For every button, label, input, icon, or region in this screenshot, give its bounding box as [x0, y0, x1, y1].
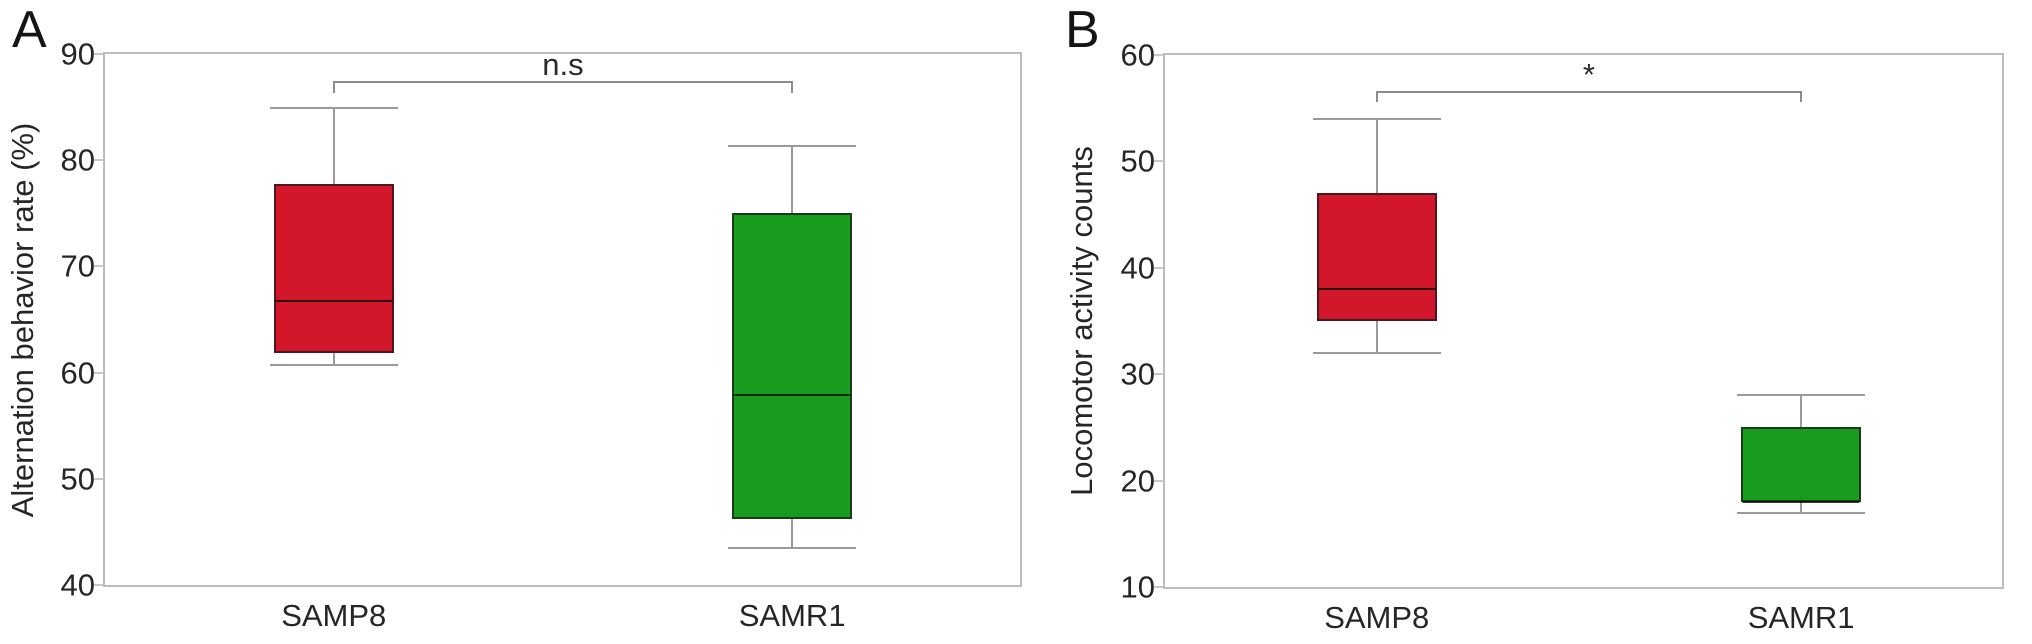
- lower-whisker: [1800, 501, 1803, 513]
- x-tick-label: SAMP8: [1324, 600, 1430, 635]
- lower-whisker-cap: [1312, 351, 1441, 354]
- upper-whisker: [1375, 118, 1378, 194]
- lower-whisker: [332, 353, 335, 366]
- upper-whisker-cap: [1312, 117, 1441, 120]
- y-tick-label: 90: [60, 36, 95, 72]
- significance-label: *: [1582, 56, 1595, 92]
- y-tick-label: 70: [60, 248, 95, 284]
- x-tick-label: SAMR1: [738, 598, 846, 633]
- lower-whisker-cap: [1737, 511, 1866, 514]
- y-tick-label: 50: [60, 461, 95, 497]
- significance-label: n.s: [542, 46, 584, 82]
- y-tick-mark: [1154, 373, 1163, 376]
- lower-whisker: [791, 519, 794, 548]
- y-axis-label-a: Alternation behavior rate (%): [5, 122, 40, 518]
- y-tick-mark: [1154, 54, 1163, 56]
- panel-letter-a: A: [12, 1, 47, 59]
- y-tick-label: 60: [60, 355, 95, 391]
- median-line: [1318, 288, 1436, 291]
- y-tick-label: 40: [60, 567, 95, 603]
- median-line: [275, 300, 393, 303]
- significance-bracket-tick: [332, 80, 335, 94]
- significance-bracket: [1376, 91, 1802, 94]
- upper-whisker: [1800, 395, 1803, 428]
- median-line: [1742, 500, 1860, 503]
- y-tick-mark: [94, 159, 103, 162]
- y-tick-mark: [94, 584, 103, 586]
- y-axis-label-b: Locomotor activity counts: [1064, 146, 1099, 496]
- median-line: [733, 393, 851, 396]
- box-samr1: [732, 213, 853, 520]
- y-tick-mark: [94, 371, 103, 374]
- plot-area-b: 60 50 40 30 20 10 SAMP8 SAMR1 *: [1121, 40, 2004, 635]
- upper-whisker: [791, 146, 794, 214]
- upper-whisker-cap: [1737, 394, 1866, 397]
- y-tick-mark: [1154, 586, 1163, 588]
- upper-whisker-cap: [269, 107, 398, 110]
- panel-letter-b: B: [1065, 1, 1100, 59]
- x-tick-label: SAMP8: [281, 598, 387, 633]
- panel-b: B Locomotor activity counts 60 50 40 30 20 10…: [1032, 0, 2032, 644]
- lower-whisker: [1375, 321, 1378, 353]
- panel-a: A Alternation behavior rate (%) 90 80 70 60…: [5, 1, 1022, 633]
- y-tick-mark: [94, 477, 103, 480]
- y-tick-mark: [1154, 160, 1163, 163]
- lower-whisker-cap: [728, 546, 857, 549]
- upper-whisker-cap: [728, 145, 857, 148]
- y-tick-mark: [1154, 479, 1163, 482]
- significance-bracket-tick: [1800, 91, 1803, 102]
- box-samr1: [1741, 427, 1862, 502]
- y-tick-label: 10: [1120, 569, 1155, 605]
- y-tick-label: 80: [60, 142, 95, 178]
- lower-whisker-cap: [269, 364, 398, 367]
- y-tick-label: 20: [1120, 463, 1155, 499]
- upper-whisker: [332, 108, 335, 184]
- significance-bracket-tick: [791, 80, 794, 94]
- x-tick-label: SAMR1: [1747, 600, 1855, 635]
- box-samp8: [273, 183, 394, 354]
- significance-bracket-tick: [1375, 91, 1378, 102]
- plot-area-a: 90 80 70 60 50 40 SAMP8 SAMR1 n.s: [61, 39, 1022, 633]
- box-samp8: [1316, 193, 1437, 321]
- y-tick-mark: [1154, 266, 1163, 269]
- y-tick-mark: [94, 53, 103, 55]
- y-tick-label: 50: [1120, 143, 1155, 179]
- significance-bracket: [333, 80, 793, 83]
- y-tick-label: 30: [1120, 356, 1155, 392]
- y-tick-mark: [94, 265, 103, 268]
- y-tick-label: 60: [1120, 37, 1155, 73]
- y-tick-label: 40: [1120, 250, 1155, 286]
